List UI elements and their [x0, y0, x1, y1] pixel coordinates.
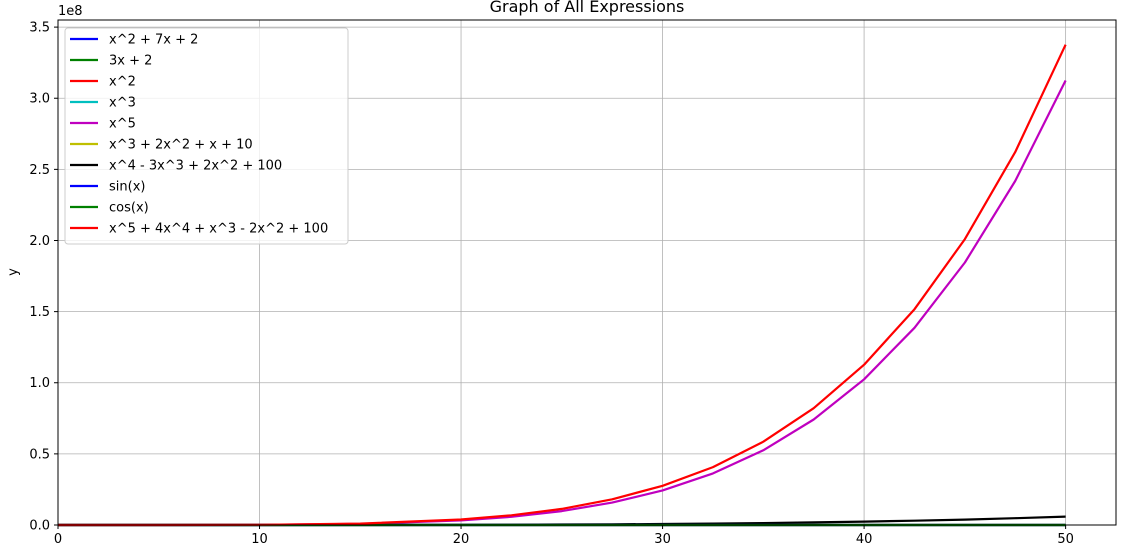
axes: 0 10 20 30 40 50 0.0 0.5 1.0 1.5 2.0 2.5 3.0 3.5	[29, 21, 1074, 547]
x-tick-label: 0	[54, 532, 62, 547]
y-tick-label: 2.5	[29, 163, 50, 178]
legend-label: x^2	[109, 75, 136, 90]
y-axis-label: y	[6, 268, 21, 276]
y-tick-label: 0.0	[29, 519, 50, 534]
x-tick-label: 20	[453, 532, 470, 547]
x-tick-label: 40	[856, 532, 873, 547]
legend-label: x^4 - 3x^3 + 2x^2 + 100	[109, 159, 282, 174]
y-tick-label: 1.0	[29, 376, 50, 391]
legend: x^2 + 7x + 2 3x + 2 x^2 x^3 x^5 x^3 + 2x^2 + …	[64, 27, 349, 245]
chart-title: Graph of All Expressions	[490, 0, 685, 16]
legend-label: x^3	[109, 96, 136, 111]
legend-label: x^3 + 2x^2 + x + 10	[109, 138, 253, 153]
y-tick-label: 2.0	[29, 234, 50, 249]
legend-box	[64, 27, 349, 245]
x-tick-label: 50	[1057, 532, 1074, 547]
y-tick-label: 1.5	[29, 305, 50, 320]
x-tick-label: 30	[654, 532, 671, 547]
legend-label: x^5	[109, 117, 136, 132]
plot-frame	[57, 19, 1117, 526]
y-tick-label: 3.0	[29, 92, 50, 107]
legend-label: x^2 + 7x + 2	[109, 33, 198, 48]
y-multiplier-label: 1e8	[58, 4, 83, 19]
legend-label: sin(x)	[109, 180, 145, 195]
y-tick-label: 0.5	[29, 447, 50, 462]
legend-label: 3x + 2	[109, 54, 152, 69]
x-tick-label: 10	[251, 532, 268, 547]
series-line-10	[58, 44, 1067, 527]
y-tick-label: 3.5	[29, 21, 50, 36]
legend-label: cos(x)	[109, 201, 149, 216]
legend-label: x^5 + 4x^4 + x^3 - 2x^2 + 100	[109, 222, 328, 237]
